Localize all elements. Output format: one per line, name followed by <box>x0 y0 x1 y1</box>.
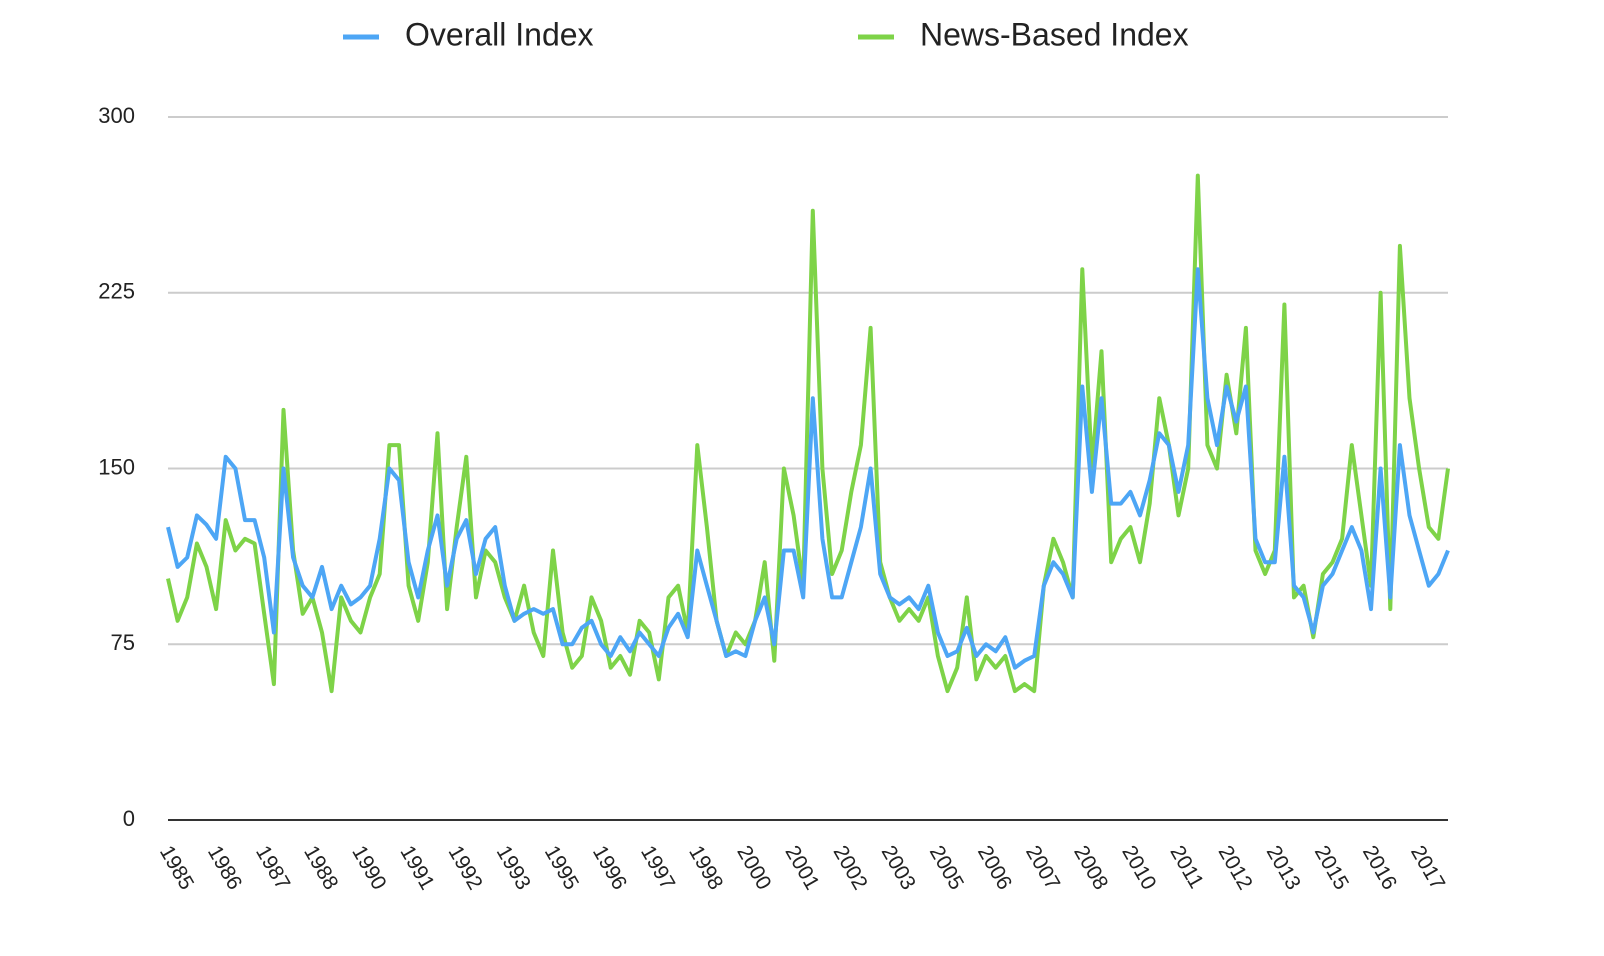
x-tick-label: 2003 <box>877 842 920 894</box>
x-tick-label: 2000 <box>732 842 775 894</box>
x-tick-label: 1991 <box>395 842 438 894</box>
x-tick-label: 1998 <box>684 842 727 894</box>
legend-label: News-Based Index <box>920 16 1189 52</box>
y-tick-label: 300 <box>98 103 135 128</box>
x-tick-label: 2010 <box>1117 842 1160 894</box>
y-tick-label: 0 <box>123 806 135 831</box>
x-tick-label: 2002 <box>829 842 872 894</box>
series-line <box>166 173 1450 694</box>
x-tick-label: 2008 <box>1069 842 1112 894</box>
x-tick-label: 1995 <box>540 842 583 894</box>
x-tick-label: 1990 <box>347 842 390 894</box>
x-tick-label: 2001 <box>780 842 823 894</box>
x-tick-label: 1992 <box>444 842 487 894</box>
y-tick-label: 75 <box>111 630 135 655</box>
x-tick-label: 2006 <box>973 842 1016 894</box>
x-tick-label: 1985 <box>155 842 198 894</box>
series-line <box>166 267 1450 670</box>
x-tick-label: 1986 <box>203 842 246 894</box>
x-tick-label: 2013 <box>1262 842 1305 894</box>
x-tick-label: 2015 <box>1310 842 1353 894</box>
x-tick-label: 1988 <box>299 842 342 894</box>
x-tick-label: 2012 <box>1214 842 1257 894</box>
legend-label: Overall Index <box>405 16 594 52</box>
x-tick-label: 2005 <box>925 842 968 894</box>
x-tick-label: 2016 <box>1358 842 1401 894</box>
x-tick-label: 2007 <box>1021 842 1064 894</box>
y-tick-label: 150 <box>98 454 135 479</box>
x-tick-label: 1987 <box>251 842 294 894</box>
y-tick-label: 225 <box>98 279 135 304</box>
x-tick-label: 2011 <box>1165 842 1208 893</box>
x-tick-label: 2017 <box>1406 842 1449 894</box>
x-tick-label: 1993 <box>492 842 535 894</box>
x-tick-label: 1996 <box>588 842 631 894</box>
x-tick-label: 1997 <box>636 842 679 894</box>
